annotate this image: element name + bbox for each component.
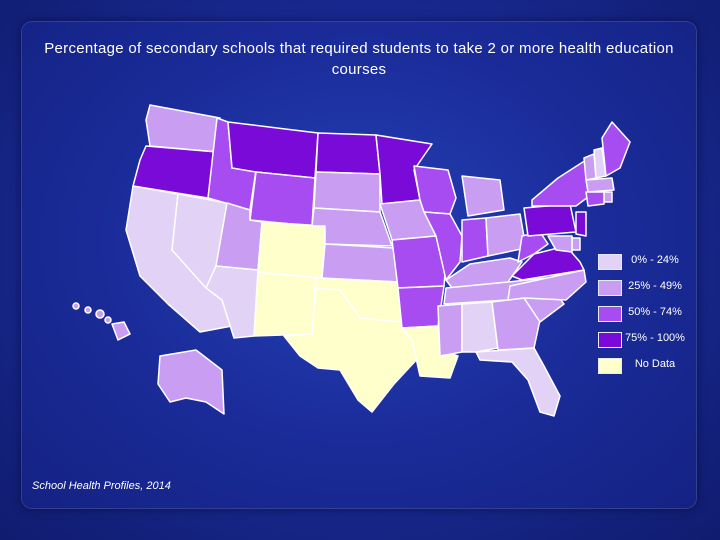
state-ND <box>315 132 381 175</box>
state-MS <box>437 303 463 357</box>
state-MI <box>461 175 505 217</box>
state-IN <box>461 217 489 263</box>
state-WY <box>249 171 316 227</box>
map-title: Percentage of secondary schools that req… <box>44 40 674 78</box>
state-NM <box>253 271 317 337</box>
state-TX <box>283 287 421 413</box>
state-DE <box>571 237 581 251</box>
state-AL <box>461 301 499 353</box>
legend-label: 50% - 74% <box>628 306 682 318</box>
legend-item-25-49: 25% - 49% <box>598 278 698 304</box>
state-HI <box>72 302 131 341</box>
state-ME <box>601 121 631 177</box>
legend-item-0-24: 0% - 24% <box>598 252 698 278</box>
legend-swatch <box>598 280 622 296</box>
state-CT <box>585 191 605 207</box>
state-MT <box>227 121 319 179</box>
state-NJ <box>575 211 587 237</box>
state-KS <box>321 243 399 283</box>
state-RI <box>603 191 613 203</box>
legend-label: 25% - 49% <box>628 280 682 292</box>
state-AK <box>157 349 225 415</box>
state-SD <box>313 171 381 213</box>
state-PA <box>523 203 577 237</box>
state-WA <box>145 104 221 153</box>
legend-item-50-74: 50% - 74% <box>598 304 698 330</box>
legend-item-no-data: No Data <box>598 356 698 382</box>
state-CO <box>257 221 326 279</box>
state-NY <box>531 159 593 207</box>
legend-swatch <box>598 358 622 374</box>
state-AR <box>397 285 445 329</box>
state-FL <box>475 347 561 417</box>
map-legend: 0% - 24% 25% - 49% 50% - 74% 75% - 100% … <box>598 252 698 382</box>
state-IL <box>423 211 463 281</box>
legend-label: 0% - 24% <box>631 254 679 266</box>
source-note: School Health Profiles, 2014 <box>32 480 171 492</box>
legend-swatch <box>598 332 622 348</box>
legend-item-75-100: 75% - 100% <box>598 330 698 356</box>
legend-swatch <box>598 254 622 270</box>
state-MD <box>547 235 573 253</box>
legend-label: 75% - 100% <box>625 332 685 344</box>
legend-label: No Data <box>634 358 676 370</box>
legend-swatch <box>598 306 622 322</box>
state-MA <box>585 177 615 193</box>
